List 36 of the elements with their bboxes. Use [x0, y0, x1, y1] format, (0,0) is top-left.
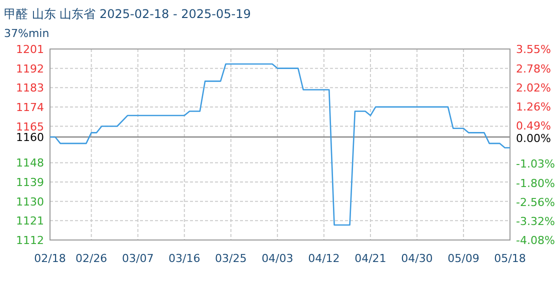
y2-tick-label: 0.00% [516, 132, 551, 145]
y2-tick-label: 2.02% [516, 81, 551, 94]
x-tick-label: 02/18 [34, 252, 66, 265]
y-tick-label: 1192 [16, 62, 44, 76]
line-series [49, 63, 511, 226]
y-tick-label: 1139 [16, 176, 44, 190]
y-tick-label: 1174 [16, 100, 44, 114]
y-tick-label: 1130 [16, 195, 44, 208]
x-tick-label: 02/26 [75, 252, 108, 265]
y2-tick-label: 3.55% [516, 43, 551, 56]
x-tick-label: 04/12 [308, 252, 340, 265]
y-tick-label: 1121 [16, 214, 44, 228]
x-tick-label: 03/07 [122, 252, 154, 265]
y-tick-label: 1165 [16, 120, 44, 134]
x-tick-label: 04/30 [401, 252, 433, 265]
y2-tick-label: -4.08% [516, 234, 555, 247]
x-tick-label: 03/16 [168, 252, 200, 265]
y-tick-label: 1160 [16, 130, 44, 144]
y-tick-label: 1183 [16, 82, 44, 95]
y2-tick-label: -2.56% [516, 196, 555, 209]
y2-tick-label: -1.03% [516, 158, 555, 171]
chart-subtitle: 37%min [4, 27, 50, 40]
chart-title: 甲醛 山东 山东省 2025-02-18 - 2025-05-19 [4, 7, 251, 21]
y-tick-label: 1148 [16, 156, 44, 170]
x-tick-label: 05/18 [494, 252, 526, 265]
x-tick-label: 04/21 [354, 252, 386, 265]
y-tick-label: 1112 [16, 234, 44, 247]
y2-tick-label: -3.32% [516, 214, 555, 228]
x-tick-label: 04/03 [262, 252, 294, 265]
x-tick-label: 03/25 [215, 252, 247, 265]
y2-tick-label: 1.26% [516, 100, 551, 114]
x-tick-label: 05/09 [448, 252, 480, 265]
y2-tick-label: 2.78% [516, 62, 551, 76]
y2-tick-label: -1.80% [516, 176, 555, 190]
y-tick-label: 1201 [16, 43, 44, 56]
y2-tick-label: 0.49% [516, 120, 551, 133]
